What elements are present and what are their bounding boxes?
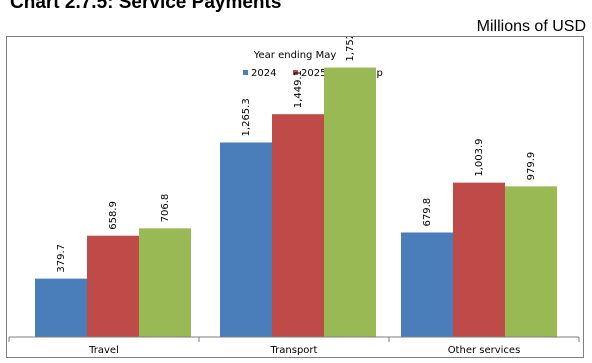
value-label-travel-2025: 658.9 (108, 201, 119, 230)
value-label-transport-2026p: 1,752.4 (345, 37, 356, 62)
legend-label-2024: 2024 (251, 68, 276, 79)
value-label-transport-2024: 1,265.3 (241, 98, 252, 136)
bar-other-services-2025 (453, 182, 505, 337)
value-labels: 379.7 1,265.3 679.8 658.9 1,449.1 1,003.9 706.… (56, 37, 537, 273)
chart-frame: Year ending May 202420252026p 379.71,265… (6, 36, 584, 358)
value-label-travel-2024: 379.7 (56, 244, 67, 273)
legend-swatch-2024 (243, 70, 248, 75)
bar-other-services-2024 (401, 232, 453, 337)
legend-label-2025: 2025 (301, 68, 326, 79)
chart-title: Chart 2.7.5: Service Payments (10, 0, 282, 13)
bar-chart: Year ending May 202420252026p 379.71,265… (8, 37, 580, 356)
bars (35, 67, 557, 338)
units-label: Millions of USD (476, 18, 586, 35)
legend-swatch-2025 (293, 70, 298, 75)
bar-transport-2025 (272, 114, 324, 338)
x-axis: Travel Transport Other services (8, 336, 580, 356)
value-label-other-services-2025: 1,003.9 (474, 138, 485, 176)
legend-title: Year ending May (253, 50, 337, 61)
x-tick-label-transport: Transport (270, 345, 318, 356)
value-label-other-services-2026p: 979.9 (526, 152, 537, 181)
value-label-transport-2025: 1,449.1 (293, 70, 304, 108)
x-tick-label-other-services: Other services (448, 345, 521, 356)
bar-travel-2025 (87, 235, 139, 337)
value-label-travel-2026p: 706.8 (160, 194, 171, 223)
bar-travel-2026p (139, 228, 191, 337)
bar-travel-2024 (35, 278, 87, 337)
bar-other-services-2026p (505, 186, 557, 337)
x-tick-label-travel: Travel (88, 345, 119, 356)
value-label-other-services-2024: 679.8 (422, 198, 433, 227)
bar-transport-2024 (220, 142, 272, 337)
bar-transport-2026p (324, 67, 376, 338)
